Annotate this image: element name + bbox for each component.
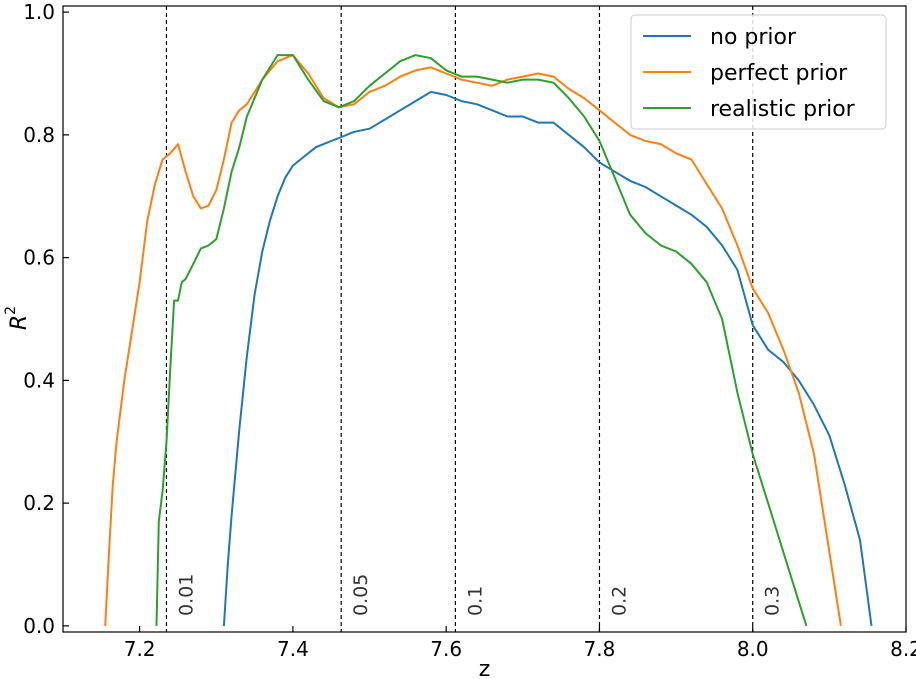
legend: no prior perfect prior realistic prior (630, 14, 887, 130)
series-layer (104, 54, 873, 627)
series-line-no-prior (222, 90, 873, 627)
vertical-line-label-2: 0.1 (464, 586, 486, 616)
x-tick-label-1: 7.4 (277, 637, 309, 661)
series-line-realistic-prior (155, 54, 808, 627)
series-line-perfect-prior (104, 54, 842, 627)
vertical-line-label-1: 0.05 (350, 574, 372, 616)
legend-label-no-prior: no prior (710, 25, 797, 50)
legend-box (630, 14, 887, 130)
y-tick-label-2: 0.4 (23, 368, 55, 392)
vertical-line-label-4: 0.3 (762, 586, 784, 616)
vertical-line-label-3: 0.2 (608, 586, 630, 616)
x-tick-label-4: 8.0 (737, 637, 769, 661)
legend-label-perfect-prior: perfect prior (710, 61, 848, 86)
y-axis-label-superscript: 2 (3, 306, 19, 315)
x-axis-ticks: 7.2 7.4 7.6 7.8 8.0 8.2 (124, 626, 916, 661)
vertical-line-label-0: 0.01 (175, 574, 197, 616)
plot-frame (62, 5, 907, 633)
x-tick-label-3: 7.8 (584, 637, 616, 661)
y-tick-label-1: 0.2 (23, 491, 55, 515)
y-tick-label-0: 0.0 (23, 614, 55, 638)
x-tick-label-5: 8.2 (890, 637, 916, 661)
x-tick-label-2: 7.6 (430, 637, 462, 661)
x-tick-label-0: 7.2 (124, 637, 156, 661)
y-tick-label-3: 0.6 (23, 246, 55, 270)
y-axis-label: R2 (3, 306, 32, 330)
x-axis-label: z (479, 657, 491, 679)
legend-label-realistic-prior: realistic prior (710, 97, 856, 122)
y-tick-label-4: 0.8 (23, 123, 55, 147)
y-axis-ticks: 0.0 0.2 0.4 0.6 0.8 1.0 (23, 0, 69, 638)
y-axis-label-main: R (7, 315, 32, 330)
y-tick-label-5: 1.0 (23, 0, 55, 24)
vertical-reference-lines: 0.01 0.05 0.1 0.2 0.3 (165, 6, 784, 632)
